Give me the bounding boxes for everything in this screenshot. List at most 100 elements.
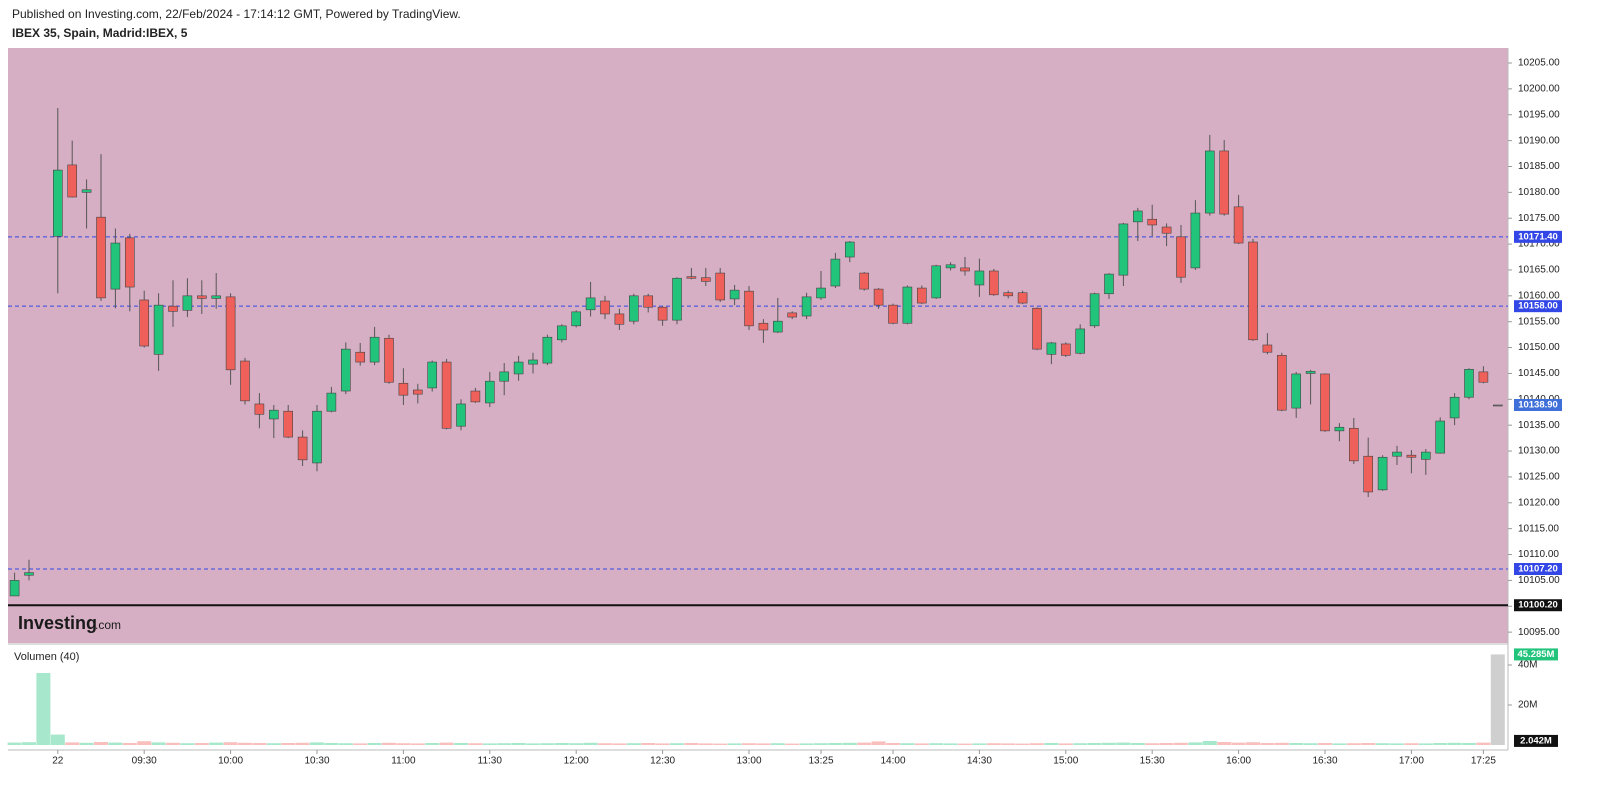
y-tick-label: 10165.00 <box>1518 265 1560 276</box>
candle-body <box>96 216 106 299</box>
volume-bar <box>266 743 281 745</box>
volume-bar <box>22 742 36 745</box>
volume-bar <box>554 743 569 745</box>
candle-body <box>628 295 639 322</box>
volume-bar <box>540 743 555 745</box>
candle-body <box>168 305 178 312</box>
candle-body <box>700 277 711 282</box>
volume-bar <box>1174 742 1188 745</box>
y-tick-label: 10160.00 <box>1518 290 1560 301</box>
volume-bar <box>958 743 972 745</box>
volume-bar <box>972 743 987 745</box>
candle-body <box>988 270 999 296</box>
volume-bar <box>857 742 872 745</box>
volume-bar <box>252 743 267 745</box>
x-tick-label: 13:00 <box>736 756 761 767</box>
volume-bar <box>1476 742 1491 745</box>
volume-bar <box>986 743 1001 745</box>
volume-bar <box>799 743 814 745</box>
volume-bar <box>1274 742 1289 745</box>
volume-bar <box>511 743 526 745</box>
volume-bar <box>1030 743 1044 745</box>
watermark: .com <box>95 618 121 632</box>
y-tick-label: 10200.00 <box>1518 84 1560 95</box>
volume-bar <box>65 742 80 745</box>
volume-bar <box>1116 742 1131 745</box>
candle-body <box>556 325 567 341</box>
x-tick-label: 11:00 <box>391 756 416 767</box>
volume-bar <box>1231 742 1246 745</box>
candle-body <box>772 320 783 333</box>
volume-bar <box>223 742 238 745</box>
volume-label-box <box>1514 734 1558 747</box>
price-label: 10100.20 <box>1518 600 1558 611</box>
candle-body <box>1291 373 1301 409</box>
volume-bar <box>713 743 728 745</box>
candle-body <box>182 295 193 311</box>
y-tick-label: 10170.00 <box>1518 239 1560 250</box>
volume-bar <box>410 743 425 745</box>
volume-bar <box>914 743 929 745</box>
candle-body <box>859 272 870 290</box>
candle-body <box>355 351 366 363</box>
volume-bar <box>871 741 886 745</box>
price-label-box <box>1514 300 1562 313</box>
volume-bar <box>1202 741 1217 745</box>
volume-bar <box>1318 743 1332 745</box>
price-label-box <box>1514 230 1562 243</box>
candle-body <box>1133 210 1143 223</box>
candle-body <box>67 164 77 198</box>
candle-body <box>643 295 654 308</box>
candle-body <box>1421 451 1431 460</box>
candle-body <box>1248 241 1258 341</box>
candle-body <box>1363 455 1373 493</box>
y-tick-label: 10205.00 <box>1518 58 1560 69</box>
candle-body <box>326 392 337 412</box>
candle-body <box>902 286 913 324</box>
candle-body <box>844 241 855 258</box>
x-tick-label: 16:30 <box>1312 756 1337 767</box>
candle-body <box>240 360 250 402</box>
volume-bar <box>108 742 123 745</box>
candle-body <box>672 277 682 321</box>
candle-body <box>657 306 668 321</box>
candle-body <box>369 336 380 363</box>
volume-bar <box>742 743 756 745</box>
candle-body <box>1262 344 1273 353</box>
volume-bar <box>828 743 843 745</box>
candle-body <box>600 300 610 315</box>
volume-bar <box>698 743 713 745</box>
x-tick-label: 16:00 <box>1226 756 1251 767</box>
candle-body <box>268 409 279 420</box>
candle-body <box>715 272 726 301</box>
y-tick-label: 10095.00 <box>1518 627 1560 638</box>
title: IBEX 35, Spain, Madrid:IBEX, 5 <box>12 26 188 40</box>
volume-bar <box>194 743 209 745</box>
volume-bar <box>353 743 368 745</box>
volume-bar <box>1044 743 1059 745</box>
volume-bar <box>1332 743 1347 745</box>
volume-bar <box>569 743 584 745</box>
x-tick-label: 11:30 <box>478 756 503 767</box>
candle-body <box>153 304 164 355</box>
candle-body <box>1219 150 1229 215</box>
candle-body <box>484 380 495 404</box>
candle-body <box>1046 342 1057 355</box>
candle-body <box>1061 343 1071 356</box>
volume-bar <box>684 743 699 745</box>
volume-bar <box>1246 742 1260 745</box>
volume-bar <box>929 743 944 745</box>
candle-body <box>744 290 754 327</box>
volume-bar <box>454 743 468 745</box>
candle-body <box>1190 212 1201 269</box>
volume-bar <box>1087 743 1102 745</box>
candle-body <box>225 296 236 371</box>
volume-bar <box>1346 743 1361 745</box>
volume-bar <box>209 742 224 745</box>
price-panel <box>8 48 1508 643</box>
volume-bar <box>1058 743 1073 745</box>
volume-bar <box>1188 742 1203 745</box>
volume-bar <box>1390 743 1404 745</box>
